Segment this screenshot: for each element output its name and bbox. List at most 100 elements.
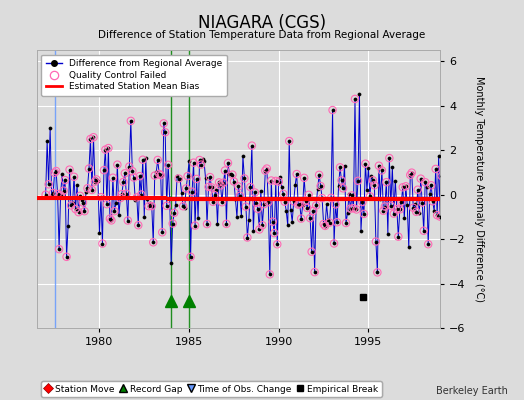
- Point: [258, 222, 267, 228]
- Point: [53, 191, 62, 197]
- Point: [327, 195, 335, 201]
- Point: [97, 194, 105, 200]
- Point: [280, 198, 289, 205]
- Point: [387, 202, 395, 209]
- Point: [124, 217, 132, 224]
- Point: [203, 221, 211, 227]
- Point: [413, 186, 422, 193]
- Point: [204, 184, 213, 190]
- Point: [50, 170, 59, 176]
- Point: [61, 177, 69, 183]
- Point: [250, 189, 259, 196]
- Point: [246, 184, 255, 190]
- Point: [209, 199, 217, 205]
- Point: [273, 241, 281, 248]
- Point: [157, 172, 165, 178]
- Point: [336, 164, 344, 170]
- Point: [351, 96, 359, 102]
- Point: [392, 206, 401, 212]
- Point: [266, 271, 274, 278]
- Point: [148, 203, 156, 209]
- Point: [221, 167, 229, 174]
- Point: [248, 142, 256, 149]
- Point: [339, 185, 347, 192]
- Point: [346, 206, 355, 212]
- Point: [431, 166, 440, 172]
- Point: [55, 246, 63, 252]
- Point: [106, 216, 114, 222]
- Point: [372, 238, 380, 245]
- Point: [88, 187, 96, 193]
- Point: [417, 176, 425, 182]
- Point: [197, 162, 205, 168]
- Point: [183, 173, 192, 179]
- Point: [129, 174, 138, 181]
- Point: [285, 138, 293, 144]
- Point: [45, 181, 53, 188]
- Point: [136, 173, 144, 179]
- Point: [174, 175, 183, 182]
- Point: [348, 192, 356, 199]
- Point: [373, 269, 381, 276]
- Point: [366, 193, 374, 200]
- Point: [71, 206, 80, 212]
- Point: [304, 192, 313, 198]
- Point: [224, 160, 232, 166]
- Point: [263, 165, 271, 172]
- Point: [441, 227, 449, 234]
- Point: [66, 166, 74, 173]
- Point: [358, 199, 367, 205]
- Point: [418, 199, 427, 206]
- Point: [98, 240, 106, 247]
- Point: [354, 178, 362, 184]
- Point: [195, 157, 204, 163]
- Point: [164, 162, 172, 168]
- Point: [297, 216, 305, 222]
- Point: [92, 176, 101, 183]
- Point: [210, 192, 219, 198]
- Point: [254, 206, 262, 212]
- Point: [330, 240, 339, 247]
- Point: [154, 157, 162, 163]
- Y-axis label: Monthly Temperature Anomaly Difference (°C): Monthly Temperature Anomaly Difference (…: [474, 76, 484, 302]
- Point: [267, 177, 276, 184]
- Point: [342, 220, 350, 226]
- Point: [158, 229, 167, 236]
- Point: [312, 202, 320, 209]
- Point: [412, 209, 420, 215]
- Point: [137, 191, 146, 198]
- Point: [234, 183, 243, 190]
- Point: [350, 205, 358, 212]
- Point: [300, 175, 308, 181]
- Point: [108, 174, 117, 181]
- Point: [396, 206, 404, 212]
- Point: [155, 171, 163, 177]
- Point: [315, 172, 323, 178]
- Point: [259, 201, 268, 208]
- Point: [159, 120, 168, 126]
- Point: [218, 199, 226, 206]
- Point: [275, 178, 283, 185]
- Point: [316, 183, 325, 189]
- Point: [230, 178, 238, 185]
- Point: [308, 248, 316, 255]
- Point: [264, 199, 272, 205]
- Point: [208, 184, 216, 190]
- Point: [161, 129, 169, 136]
- Point: [301, 197, 310, 204]
- Point: [401, 183, 410, 190]
- Point: [375, 162, 383, 169]
- Point: [110, 208, 118, 214]
- Point: [325, 219, 334, 226]
- Text: Berkeley Earth: Berkeley Earth: [436, 386, 508, 396]
- Point: [294, 201, 302, 208]
- Point: [438, 173, 446, 179]
- Point: [427, 182, 435, 188]
- Point: [406, 172, 414, 178]
- Point: [62, 254, 71, 260]
- Point: [91, 178, 99, 185]
- Point: [215, 179, 223, 186]
- Point: [80, 208, 89, 214]
- Point: [145, 203, 153, 209]
- Text: NIAGARA (CGS): NIAGARA (CGS): [198, 14, 326, 32]
